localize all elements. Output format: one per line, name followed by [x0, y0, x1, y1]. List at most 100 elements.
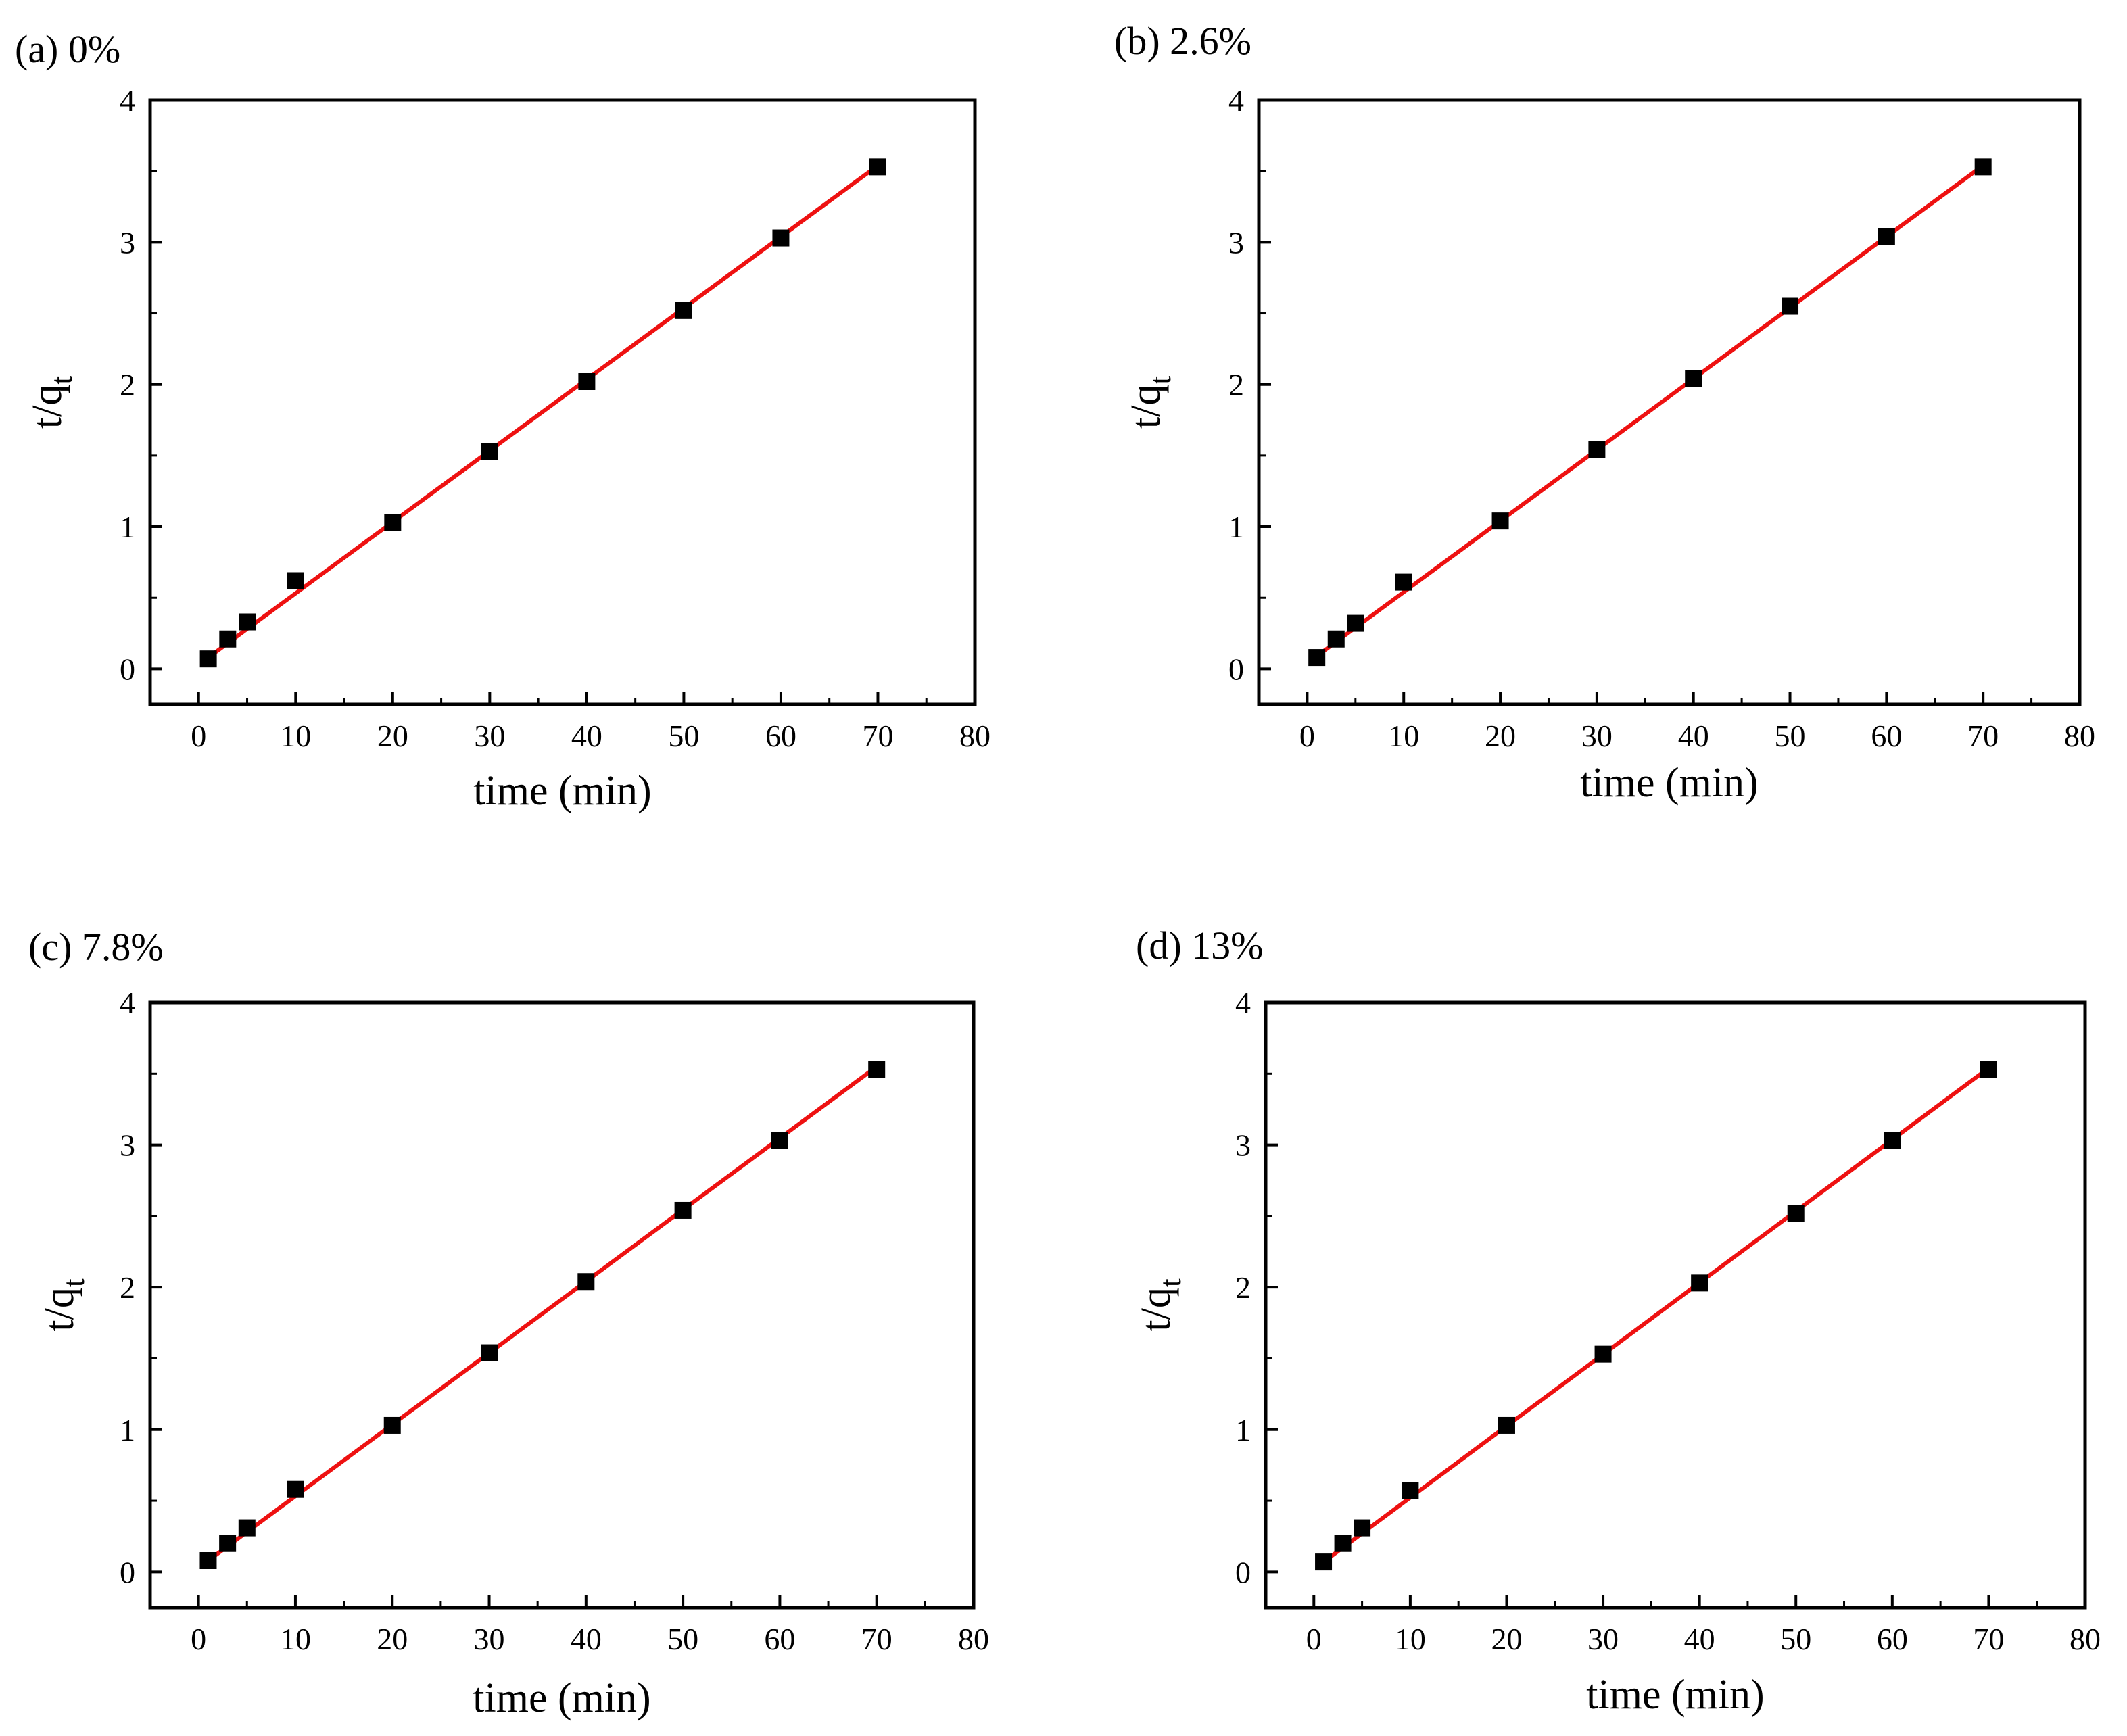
x-axis-title: time (min)	[473, 1675, 650, 1721]
y-tick-label: 2	[1235, 1270, 1251, 1305]
fit-line	[1322, 1066, 1990, 1564]
data-point	[219, 1535, 237, 1552]
x-tick-label: 80	[2064, 719, 2095, 753]
y-tick-label: 4	[120, 986, 135, 1020]
data-point	[869, 158, 886, 176]
fit-line	[1315, 164, 1984, 658]
y-tick-label: 3	[120, 225, 135, 260]
x-tick-label: 0	[1299, 719, 1315, 753]
data-point	[772, 229, 790, 247]
x-tick-label: 60	[1871, 719, 1902, 753]
x-tick-label: 30	[1581, 719, 1612, 753]
y-tick-label: 2	[120, 1270, 135, 1305]
data-point	[239, 613, 256, 631]
data-point	[1354, 1519, 1371, 1537]
panel-title: (c) 7.8%	[28, 925, 164, 969]
data-point	[1334, 1535, 1352, 1552]
data-point	[868, 1061, 886, 1078]
x-tick-label: 40	[571, 1622, 602, 1656]
data-point	[1498, 1416, 1515, 1434]
data-point	[1685, 370, 1702, 387]
x-tick-label: 10	[1388, 719, 1419, 753]
y-axis-title: t/qt	[37, 1278, 91, 1331]
panel-title: (b) 2.6%	[1114, 19, 1251, 63]
x-tick-label: 50	[1780, 1622, 1811, 1656]
x-tick-label: 50	[667, 1622, 698, 1656]
y-tick-label: 2	[120, 368, 135, 402]
y-axis-title: t/qt	[1133, 1278, 1187, 1331]
x-tick-label: 80	[2070, 1622, 2101, 1656]
x-tick-label: 60	[764, 1622, 795, 1656]
x-axis-title: time (min)	[473, 768, 651, 814]
y-axis-title-subscript: t	[1143, 376, 1177, 385]
data-point	[1327, 630, 1345, 648]
y-tick-label: 0	[1228, 652, 1244, 686]
panel-b: (b) 2.6% 0 10 20 30 40 50 60 70 80 0 1 2 3 4 time (min)…	[1114, 19, 2095, 806]
data-point	[1974, 158, 1992, 176]
x-tick-label: 0	[191, 1622, 206, 1656]
x-tick-label: 60	[765, 719, 796, 753]
x-tick-label: 80	[958, 1622, 989, 1656]
x-tick-label: 60	[1877, 1622, 1908, 1656]
data-point	[1308, 649, 1326, 667]
y-tick-label: 4	[1228, 83, 1244, 118]
y-tick-label: 4	[120, 83, 135, 118]
data-point	[578, 372, 596, 390]
y-axis-title-main: t/q	[24, 385, 70, 429]
data-point	[675, 302, 692, 319]
data-point	[238, 1519, 256, 1537]
data-point	[199, 650, 217, 668]
data-point	[771, 1132, 788, 1149]
y-axis-title-subscript: t	[44, 376, 78, 385]
data-point	[481, 1344, 498, 1361]
data-point	[1315, 1553, 1333, 1571]
data-point	[1402, 1482, 1419, 1499]
fit-line	[207, 1065, 878, 1562]
y-tick-label: 3	[1235, 1128, 1251, 1163]
plot-frame	[148, 98, 977, 706]
data-point	[481, 443, 498, 460]
x-axis-title: time (min)	[1586, 1672, 1764, 1718]
x-tick-label: 0	[191, 719, 206, 753]
x-tick-label: 30	[474, 1622, 505, 1656]
x-tick-label: 20	[377, 719, 408, 753]
y-tick-label: 1	[1228, 510, 1244, 544]
x-tick-label: 50	[668, 719, 699, 753]
data-point	[1782, 297, 1799, 315]
data-point	[674, 1201, 692, 1219]
y-tick-label: 1	[120, 510, 135, 544]
y-tick-label: 0	[1235, 1555, 1251, 1589]
y-tick-label: 3	[1228, 225, 1244, 260]
y-axis-title-main: t/q	[1133, 1287, 1179, 1331]
x-tick-label: 40	[1678, 719, 1709, 753]
y-tick-label: 1	[1235, 1413, 1251, 1447]
y-tick-label: 0	[120, 652, 135, 686]
data-point	[199, 1552, 217, 1570]
data-point	[1691, 1274, 1708, 1292]
data-point	[1347, 614, 1364, 632]
x-axis-title: time (min)	[1580, 760, 1758, 806]
x-tick-label: 30	[474, 719, 505, 753]
plot-frame	[1257, 98, 2082, 706]
plot-frame	[148, 1000, 976, 1610]
x-tick-label: 10	[280, 1622, 311, 1656]
x-tick-label: 10	[280, 719, 311, 753]
data-point	[383, 1416, 401, 1434]
x-tick-label: 30	[1587, 1622, 1619, 1656]
y-axis-title-main: t/q	[1123, 385, 1169, 429]
y-axis-title: t/qt	[24, 376, 78, 429]
data-point	[287, 1480, 304, 1498]
data-point	[1878, 228, 1895, 245]
plot-frame	[1264, 1000, 2087, 1610]
x-tick-label: 70	[1967, 719, 1999, 753]
y-axis-title-main: t/q	[37, 1287, 82, 1331]
data-point	[1588, 441, 1606, 458]
y-axis-title: t/qt	[1123, 376, 1177, 429]
data-point	[577, 1273, 595, 1291]
x-tick-label: 70	[861, 1622, 892, 1656]
panel-c: (c) 7.8% 0 10 20 30 40 50 60 70 80 0 1 2 3 4 time (min)…	[28, 925, 989, 1721]
x-tick-label: 20	[377, 1622, 408, 1656]
x-tick-label: 0	[1306, 1622, 1322, 1656]
y-axis-title-subscript: t	[56, 1278, 91, 1287]
